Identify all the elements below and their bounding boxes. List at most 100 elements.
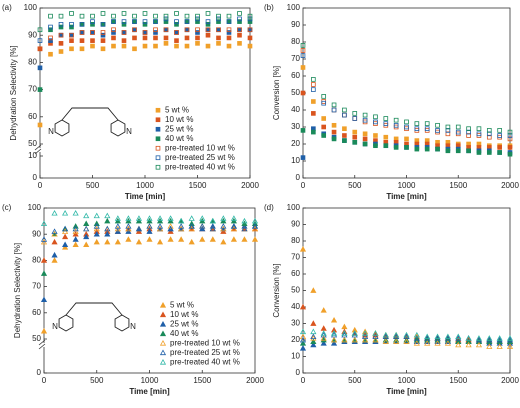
data-point (146, 236, 153, 242)
data-point (58, 41, 64, 46)
data-point (100, 30, 106, 35)
data-point (247, 16, 253, 22)
data-point (205, 11, 211, 16)
data-point (393, 117, 399, 123)
data-point (62, 210, 69, 216)
y-tick-label: 100 (28, 203, 42, 212)
data-point (424, 126, 430, 132)
data-point (69, 46, 74, 52)
legend-marker (159, 330, 167, 337)
legend-label: 5 wt % (165, 105, 189, 114)
data-point (135, 238, 143, 245)
data-point (230, 225, 237, 232)
data-point (320, 331, 327, 338)
data-point (72, 230, 79, 237)
y-tick-label: 10 (28, 151, 37, 160)
data-point (310, 320, 317, 326)
data-point (352, 116, 358, 121)
x-tick-label: 1500 (193, 376, 211, 385)
data-point (48, 13, 53, 19)
data-point (142, 19, 148, 24)
data-point (230, 223, 237, 229)
data-point (72, 225, 79, 232)
data-point (163, 13, 169, 19)
data-point (79, 30, 85, 35)
data-point (413, 340, 420, 346)
data-point (37, 38, 43, 43)
data-point (486, 150, 492, 155)
data-point (465, 335, 472, 341)
data-point (300, 155, 306, 160)
data-point (237, 41, 242, 46)
y-tick-label: 20 (291, 335, 300, 344)
data-point (393, 333, 400, 340)
linker (61, 107, 119, 121)
data-point (455, 333, 462, 340)
data-point (93, 212, 100, 219)
data-point (125, 228, 132, 234)
data-point (167, 217, 174, 224)
data-point (310, 335, 317, 341)
data-point (226, 13, 232, 19)
data-point (331, 102, 337, 108)
data-point (146, 217, 153, 224)
data-point (174, 30, 179, 35)
data-point (40, 238, 48, 245)
data-point (466, 133, 471, 138)
data-point (199, 236, 206, 242)
y-tick-label: 90 (291, 20, 300, 29)
data-point (444, 335, 451, 341)
data-point (362, 330, 369, 336)
y-tick-label: 10 (291, 156, 300, 165)
y-tick-label: 90 (28, 30, 37, 39)
y-tick-label: 0 (37, 368, 42, 377)
y-tick-label: 100 (287, 3, 301, 12)
data-point (372, 330, 379, 336)
data-point (156, 223, 164, 229)
y-tick-label: 70 (32, 282, 41, 291)
data-point (195, 27, 200, 33)
atom-label: N (48, 127, 54, 136)
legend-marker (155, 155, 161, 161)
data-point (100, 11, 106, 16)
data-point (135, 228, 143, 234)
data-point (174, 38, 179, 43)
data-point (142, 35, 148, 41)
legend-label: 10 wt % (170, 310, 198, 319)
data-point (331, 107, 337, 113)
data-point (444, 340, 451, 346)
data-point (226, 30, 232, 35)
data-point (373, 133, 378, 138)
data-point (195, 41, 200, 46)
y-axis-title: Dehydration Selectivity [%] (13, 243, 22, 338)
data-point (362, 131, 368, 137)
data-point (114, 217, 121, 224)
data-point (62, 225, 69, 232)
data-point (383, 143, 389, 149)
data-point (434, 336, 441, 343)
data-point (424, 336, 431, 343)
data-point (320, 335, 327, 341)
data-point (174, 43, 179, 49)
y-axis-title: Dehydration Selectivity [%] (9, 45, 18, 140)
data-point (153, 27, 158, 33)
x-tick-label: 1000 (398, 376, 416, 385)
x-axis-title: Time [min] (386, 192, 427, 201)
data-point (93, 223, 100, 229)
data-point (241, 236, 248, 242)
data-point (455, 129, 461, 135)
x-tick-label: 500 (348, 181, 362, 190)
x-tick-label: 1000 (136, 181, 154, 190)
data-point (351, 336, 358, 343)
data-point (220, 215, 227, 221)
plot-frame (302, 207, 511, 374)
data-point (393, 145, 399, 150)
data-point (205, 21, 211, 27)
data-point (132, 27, 137, 33)
y-tick-label: 100 (24, 3, 38, 12)
y-tick-label: 20 (291, 139, 300, 148)
data-point (100, 21, 106, 27)
data-point (220, 223, 227, 229)
x-tick-label: 1500 (449, 376, 467, 385)
data-point (300, 43, 306, 48)
